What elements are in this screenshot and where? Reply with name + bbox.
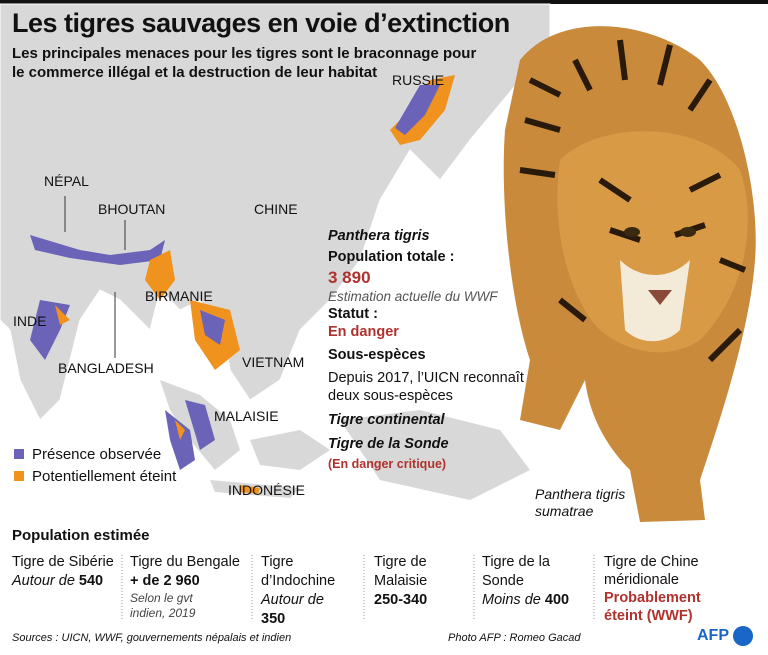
map-label: MALAISIE	[214, 408, 279, 424]
population-total: 3 890	[328, 268, 371, 287]
range-sumatra-extinct	[175, 420, 185, 440]
range-russia	[395, 85, 440, 135]
subtitle: Les principales menaces pour les tigres …	[12, 45, 477, 81]
status-label: Statut :	[328, 306, 378, 322]
population-column: Tigre de Chine méridionale Probablement …	[604, 553, 724, 625]
map-label: RUSSIE	[392, 72, 445, 88]
map-label: CHINE	[254, 201, 298, 217]
subspecies: Tigre de la Sonde	[328, 436, 449, 452]
population-column: Tigre de la Sonde Moins de 400	[482, 553, 582, 610]
legend-item: Potentiellement éteint	[14, 468, 176, 485]
estimate-prefix: Autour de	[12, 573, 75, 589]
subspecies-label: Sous-espèces	[328, 347, 426, 363]
range-burma-extinct	[145, 250, 175, 300]
population-column: Tigre du Bengale + de 2 960 Selon le gvt…	[130, 553, 250, 621]
subspecies-text: Depuis 2017, l’UICN reconnaît deux sous-…	[328, 370, 524, 404]
estimate-status: Probablement éteint (WWF)	[604, 590, 701, 624]
map-label: BIRMANIE	[145, 288, 213, 304]
estimate-prefix: Autour de	[261, 592, 324, 608]
range-malaysia	[185, 400, 215, 450]
estimate-value: 350	[261, 611, 286, 627]
map-label: BANGLADESH	[58, 360, 154, 376]
estimate-value: 400	[544, 592, 570, 608]
subspecies: Tigre continental	[328, 412, 445, 428]
range-india-extinct	[55, 305, 70, 325]
legend-label: Potentiellement éteint	[32, 468, 177, 485]
range-java-extinct	[240, 485, 260, 494]
estimate-note: Selon le gvt indien, 2019	[130, 591, 196, 620]
map-label: INDE	[13, 313, 47, 329]
tiger-photo	[503, 26, 756, 522]
subspecies-name: Tigre de Chine méridionale	[604, 554, 699, 588]
sources: Sources : UICN, WWF, gouvernements népal…	[12, 632, 292, 644]
map-label: NÉPAL	[44, 173, 89, 189]
range-indochina	[200, 310, 225, 345]
afp-logo: AFP	[697, 627, 729, 644]
top-bar	[0, 0, 768, 4]
tiger-nose	[648, 290, 672, 305]
population-column: Tigre d’Indochine Autour de 350	[261, 553, 345, 629]
legend-label: Présence observée	[32, 446, 162, 463]
subspecies-status: (En danger critique)	[328, 457, 447, 471]
title: Les tigres sauvages en voie d’extinction	[12, 8, 510, 38]
status: En danger	[328, 324, 399, 340]
estimate: Autour de 350	[261, 591, 345, 629]
map-label: BHOUTAN	[98, 201, 166, 217]
legend-swatch	[14, 471, 24, 481]
subspecies-name: Tigre de Sibérie	[12, 554, 114, 570]
map-label: VIETNAM	[242, 354, 305, 370]
map-label: INDONÉSIE	[228, 482, 306, 498]
estimate-value: 540	[78, 573, 104, 589]
estimate: Autour de 540	[12, 572, 118, 591]
land-borneo	[250, 430, 330, 470]
section-title: Population estimée	[12, 527, 150, 544]
estimate-prefix: Moins de	[482, 592, 541, 608]
estimate: Moins de 400	[482, 591, 582, 610]
legend-item: Présence observée	[14, 446, 161, 463]
population-note: Estimation actuelle du WWF	[328, 289, 498, 304]
tiger-muzzle	[620, 260, 690, 342]
population-label: Population totale :	[328, 249, 455, 265]
species: Panthera tigris	[328, 228, 430, 244]
population-column: Tigre de Malaisie 250-340	[374, 553, 464, 610]
land-islands	[340, 410, 530, 500]
subspecies-name: Tigre de Malaisie	[374, 554, 428, 589]
subspecies-name: Tigre du Bengale	[130, 554, 240, 570]
range-himalaya	[30, 235, 165, 265]
tiger-eye	[680, 227, 696, 237]
population-column: Tigre de Sibérie Autour de 540	[12, 553, 118, 591]
photo-caption: Panthera tigris sumatrae	[535, 486, 626, 519]
tiger-eye	[624, 227, 640, 237]
estimate-value: 250-340	[374, 592, 428, 608]
afp-logo-circle	[733, 626, 753, 646]
legend-swatch	[14, 449, 24, 459]
subspecies-name: Tigre de la Sonde	[482, 554, 550, 589]
photo-credit: Photo AFP : Romeo Gacad	[448, 632, 581, 644]
subspecies-name: Tigre d’Indochine	[261, 554, 336, 589]
column-dividers	[121, 555, 595, 620]
estimate-value: + de 2 960	[130, 573, 200, 589]
